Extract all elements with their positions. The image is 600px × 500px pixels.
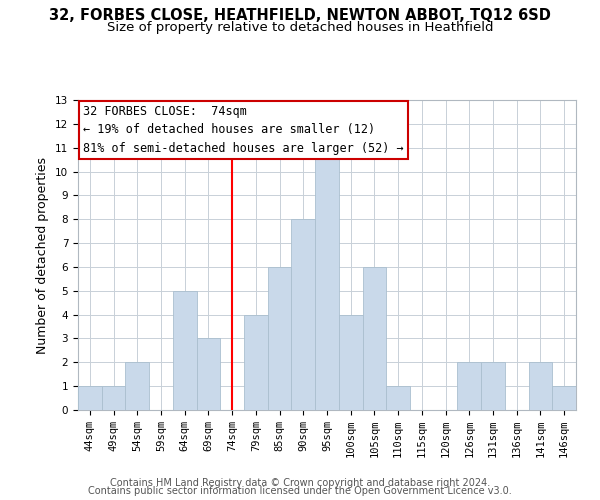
Text: 32 FORBES CLOSE:  74sqm
← 19% of detached houses are smaller (12)
81% of semi-de: 32 FORBES CLOSE: 74sqm ← 19% of detached…: [83, 104, 404, 154]
Bar: [529, 362, 552, 410]
Bar: [78, 386, 102, 410]
Text: Size of property relative to detached houses in Heathfield: Size of property relative to detached ho…: [107, 21, 493, 34]
Bar: [125, 362, 149, 410]
Bar: [481, 362, 505, 410]
Bar: [244, 314, 268, 410]
Text: Contains HM Land Registry data © Crown copyright and database right 2024.: Contains HM Land Registry data © Crown c…: [110, 478, 490, 488]
Bar: [268, 267, 292, 410]
Bar: [362, 267, 386, 410]
Bar: [339, 314, 362, 410]
Bar: [315, 148, 339, 410]
Bar: [197, 338, 220, 410]
Bar: [386, 386, 410, 410]
Bar: [552, 386, 576, 410]
Bar: [292, 219, 315, 410]
Bar: [173, 291, 197, 410]
Y-axis label: Number of detached properties: Number of detached properties: [37, 156, 49, 354]
Text: 32, FORBES CLOSE, HEATHFIELD, NEWTON ABBOT, TQ12 6SD: 32, FORBES CLOSE, HEATHFIELD, NEWTON ABB…: [49, 8, 551, 22]
Text: Contains public sector information licensed under the Open Government Licence v3: Contains public sector information licen…: [88, 486, 512, 496]
Bar: [102, 386, 125, 410]
Bar: [457, 362, 481, 410]
